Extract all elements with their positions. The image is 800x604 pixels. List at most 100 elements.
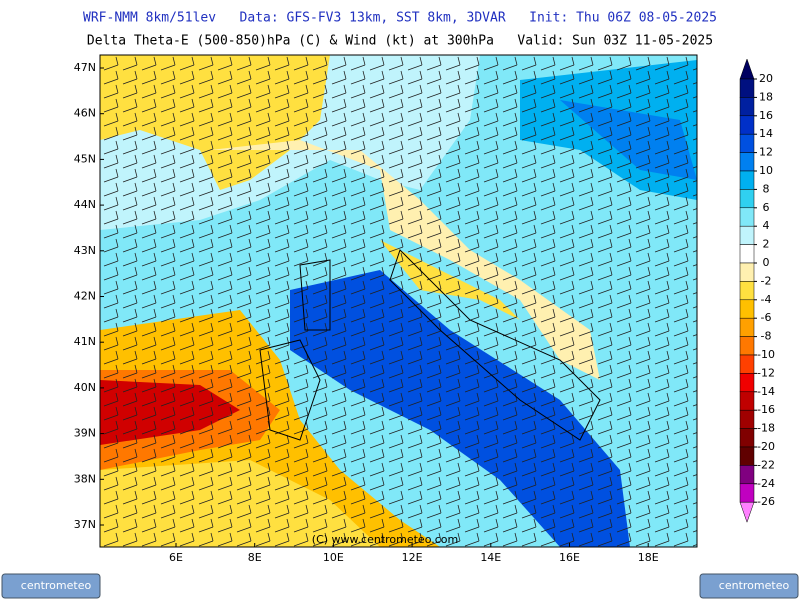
wind-barb — [343, 504, 347, 514]
wind-barb — [293, 414, 309, 421]
wind-barb — [293, 190, 309, 197]
wind-barb — [255, 218, 271, 225]
wind-barb — [685, 476, 689, 486]
wind-barb — [457, 70, 461, 80]
wind-barb — [426, 400, 442, 407]
wind-barb — [635, 400, 651, 407]
wind-barb — [198, 400, 214, 407]
wind-barb — [483, 386, 499, 393]
wind-barb — [628, 84, 632, 94]
wind-barb — [217, 120, 233, 127]
wind-barb — [198, 540, 214, 547]
wind-barb — [438, 210, 442, 220]
wind-barb — [495, 154, 499, 164]
wind-barb — [597, 176, 613, 183]
wind-barb — [533, 336, 537, 346]
wind-barb — [464, 232, 480, 239]
wind-barb — [705, 113, 707, 121]
wind-barb — [609, 350, 613, 360]
wind-barb — [673, 512, 689, 519]
wind-barb — [597, 372, 613, 379]
wind-barb — [198, 176, 214, 183]
wind-barb — [419, 280, 423, 290]
wind-barb — [229, 84, 233, 94]
wind-barb — [350, 260, 366, 267]
wind-barb — [103, 204, 119, 211]
wind-barb — [198, 92, 214, 99]
wind-barb — [305, 140, 309, 150]
wind-barb — [248, 336, 252, 346]
wind-barb — [483, 414, 499, 421]
wind-barb — [274, 162, 290, 169]
wind-barb — [628, 294, 632, 304]
wind-barb — [274, 456, 290, 463]
wind-barb — [438, 266, 442, 276]
wind-barb — [521, 232, 537, 239]
wind-barb — [274, 134, 290, 141]
wind-barb — [647, 504, 651, 514]
wind-barb — [267, 490, 271, 500]
wind-barb — [464, 428, 480, 435]
wind-barb — [514, 294, 518, 304]
wind-barb — [705, 127, 707, 135]
wind-barb — [654, 232, 670, 239]
wind-barb — [635, 246, 651, 253]
wind-barb — [369, 540, 385, 547]
wind-barb — [426, 302, 442, 309]
wind-barb — [426, 316, 442, 323]
wind-barb — [103, 162, 119, 169]
wind-barb — [552, 518, 556, 528]
wind-barb — [236, 218, 252, 225]
wind-barb — [362, 336, 366, 346]
wind-barb — [217, 358, 233, 365]
wind-barb — [369, 330, 385, 337]
lat-label: 41N — [74, 335, 96, 348]
wind-barb — [236, 232, 252, 239]
wind-barb — [685, 126, 689, 136]
wind-barb — [457, 280, 461, 290]
wind-barb — [324, 518, 328, 528]
wind-barb — [521, 316, 537, 323]
wind-barb — [426, 386, 442, 393]
colorbar-tip — [739, 58, 755, 80]
wind-barb — [476, 462, 480, 472]
wind-barb — [578, 344, 594, 351]
wind-barb — [502, 190, 518, 197]
wind-barb — [229, 154, 233, 164]
wind-barb — [445, 106, 461, 113]
wind-barb — [134, 98, 138, 108]
wind-barb — [616, 498, 632, 505]
wind-barb — [635, 218, 651, 225]
wind-barb — [457, 84, 461, 94]
wind-barb — [381, 294, 385, 304]
wind-barb — [685, 504, 689, 514]
wind-barb — [438, 476, 442, 486]
wind-barb — [305, 490, 309, 500]
wind-barb — [445, 218, 461, 225]
wind-barb — [350, 246, 366, 253]
wind-barb — [571, 140, 575, 150]
wind-barb — [502, 400, 518, 407]
wind-barb — [597, 260, 613, 267]
wind-barb — [172, 322, 176, 332]
wind-barb — [153, 350, 157, 360]
wind-barb — [122, 288, 138, 295]
wind-barb — [324, 434, 328, 444]
wind-barb — [476, 322, 480, 332]
wind-barb — [464, 526, 480, 533]
wind-barb — [141, 386, 157, 393]
wind-barb — [115, 98, 119, 108]
wind-barb — [559, 274, 575, 281]
wind-barb — [464, 288, 480, 295]
wind-barb — [179, 176, 195, 183]
wind-barb — [141, 218, 157, 225]
wind-barb — [533, 252, 537, 262]
wind-barb — [179, 372, 195, 379]
wind-barb — [666, 238, 670, 248]
wind-barb — [350, 512, 366, 519]
wind-barb — [293, 288, 309, 295]
wind-barb — [293, 176, 309, 183]
wind-barb — [407, 428, 423, 435]
wind-barb — [236, 414, 252, 421]
wind-barb — [635, 120, 651, 127]
